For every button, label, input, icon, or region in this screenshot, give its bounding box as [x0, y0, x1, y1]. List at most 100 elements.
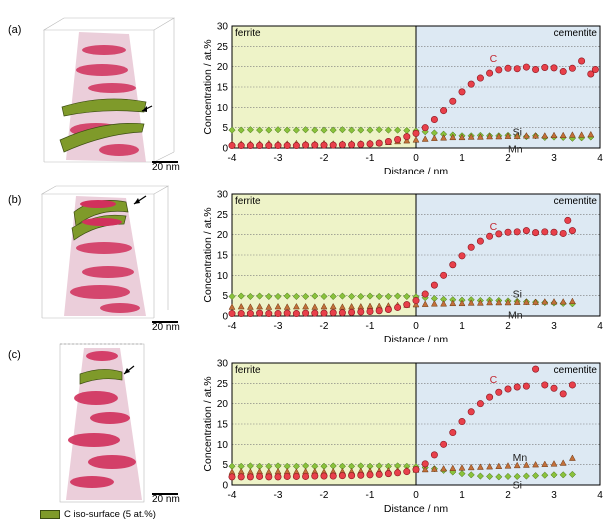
marker-C-a-6 — [283, 142, 291, 150]
marker-C-c-14 — [357, 471, 365, 479]
marker-Si-a-13 — [348, 126, 356, 134]
marker-C-b-38 — [568, 227, 576, 235]
marker-C-b-34 — [541, 228, 549, 236]
marker-Si-b-6 — [283, 292, 291, 300]
series-C-c — [228, 365, 576, 481]
marker-C-a-31 — [513, 65, 521, 73]
marker-C-c-5 — [274, 473, 282, 481]
series-label-Si-c: Si — [513, 480, 522, 492]
scale-label-b: 20 nm — [152, 322, 180, 333]
atom-probe-map-b — [40, 185, 170, 319]
x-tick-a-1: -3 — [274, 153, 283, 164]
region-label-cementite-b: cementite — [554, 196, 598, 207]
marker-C-b-26 — [467, 243, 475, 251]
x-tick-b-5: 1 — [459, 321, 465, 332]
marker-Si-c-31 — [513, 472, 521, 481]
marker-C-b-16 — [375, 307, 383, 315]
marker-C-c-12 — [338, 472, 346, 480]
marker-C-b-27 — [476, 237, 484, 245]
marker-C-a-12 — [338, 141, 346, 149]
x-tick-b-8: 4 — [597, 321, 603, 332]
series-C-a — [228, 57, 599, 150]
y-tick-a-0: 0 — [222, 144, 228, 155]
marker-Mn-b-36 — [559, 298, 567, 305]
marker-C-a-23 — [440, 107, 448, 115]
marker-C-c-10 — [320, 472, 328, 480]
marker-C-a-34 — [541, 63, 549, 71]
x-tick-c-7: 3 — [551, 490, 557, 501]
marker-C-c-3 — [256, 472, 264, 480]
marker-C-a-27 — [476, 74, 484, 82]
y-tick-c-4: 20 — [217, 399, 229, 410]
marker-C-a-14 — [357, 140, 365, 148]
marker-C-b-29 — [495, 230, 503, 238]
marker-Si-c-30 — [504, 472, 512, 481]
series-C-b — [228, 216, 576, 318]
marker-Mn-b-35 — [550, 298, 558, 305]
marker-Si-a-9 — [311, 126, 319, 134]
scale-label-c: 20 nm — [152, 494, 180, 505]
marker-C-a-2 — [246, 142, 254, 150]
marker-Mn-b-31 — [513, 298, 521, 305]
marker-C-b-25 — [458, 252, 466, 260]
marker-C-b-1 — [237, 310, 245, 318]
series-label-C-c: C — [490, 374, 498, 386]
marker-C-b-15 — [366, 308, 374, 316]
marker-C-c-26 — [467, 408, 475, 416]
marker-C-a-36 — [559, 68, 567, 76]
panel-label-b: (b) — [8, 194, 22, 206]
marker-C-c-2 — [246, 473, 254, 481]
x-tick-a-6: 2 — [505, 153, 511, 164]
marker-Si-b-19 — [403, 292, 411, 301]
marker-Si-a-12 — [338, 126, 346, 134]
marker-C-a-39 — [587, 70, 595, 78]
marker-C-a-10 — [320, 141, 328, 149]
marker-C-c-25 — [458, 418, 466, 426]
marker-Mn-a-37 — [568, 131, 576, 138]
marker-C-b-3 — [256, 309, 264, 317]
x-axis-label-a: Distance / nm — [384, 166, 448, 174]
marker-C-c-35 — [550, 384, 558, 392]
series-label-Si-b: Si — [513, 289, 522, 301]
marker-Si-a-8 — [302, 126, 310, 134]
marker-C-c-27 — [476, 400, 484, 408]
marker-Mn-b-0 — [228, 303, 236, 310]
marker-Mn-b-23 — [440, 300, 448, 307]
marker-C-c-15 — [366, 471, 374, 479]
marker-C-a-5 — [274, 142, 282, 150]
marker-Mn-c-35 — [550, 460, 558, 467]
marker-Si-c-28 — [486, 472, 494, 481]
marker-C-b-28 — [486, 232, 494, 240]
marker-Mn-b-21 — [421, 300, 429, 307]
x-axis-label-c: Distance / nm — [384, 503, 448, 515]
marker-C-b-33 — [532, 229, 540, 237]
marker-Si-c-33 — [532, 472, 540, 480]
region-label-cementite-a: cementite — [554, 28, 598, 39]
marker-Mn-a-38 — [578, 131, 586, 138]
marker-C-c-36 — [559, 390, 567, 398]
marker-C-a-24 — [449, 97, 457, 105]
marker-Mn-c-25 — [458, 464, 466, 471]
marker-Mn-c-22 — [430, 465, 438, 472]
marker-Mn-b-9 — [311, 303, 319, 310]
marker-Mn-b-2 — [246, 303, 254, 310]
marker-C-c-13 — [348, 472, 356, 480]
marker-C-c-33 — [532, 365, 540, 373]
marker-C-c-28 — [486, 393, 494, 401]
marker-C-b-6 — [283, 309, 291, 317]
marker-C-b-8 — [302, 309, 310, 317]
marker-C-a-8 — [302, 141, 310, 149]
marker-Mn-a-28 — [486, 132, 494, 140]
marker-C-b-19 — [403, 301, 411, 309]
marker-C-b-30 — [504, 228, 512, 236]
y-tick-c-1: 5 — [222, 460, 228, 471]
iso-surface-swatch — [40, 510, 60, 519]
scale-bar-c — [152, 493, 178, 495]
marker-C-b-31 — [513, 228, 521, 236]
x-tick-c-8: 4 — [597, 490, 603, 501]
concentration-profile-chart-c: 0 5 10 15 20 25 30 -4 -3 -2 -1 0 1 2 3 4 Distance / nm Co… — [202, 359, 603, 516]
marker-Mn-b-4 — [265, 303, 273, 310]
region-label-ferrite-b: ferrite — [235, 196, 261, 207]
marker-Si-b-0 — [228, 292, 236, 301]
marker-C-a-16 — [375, 139, 383, 147]
